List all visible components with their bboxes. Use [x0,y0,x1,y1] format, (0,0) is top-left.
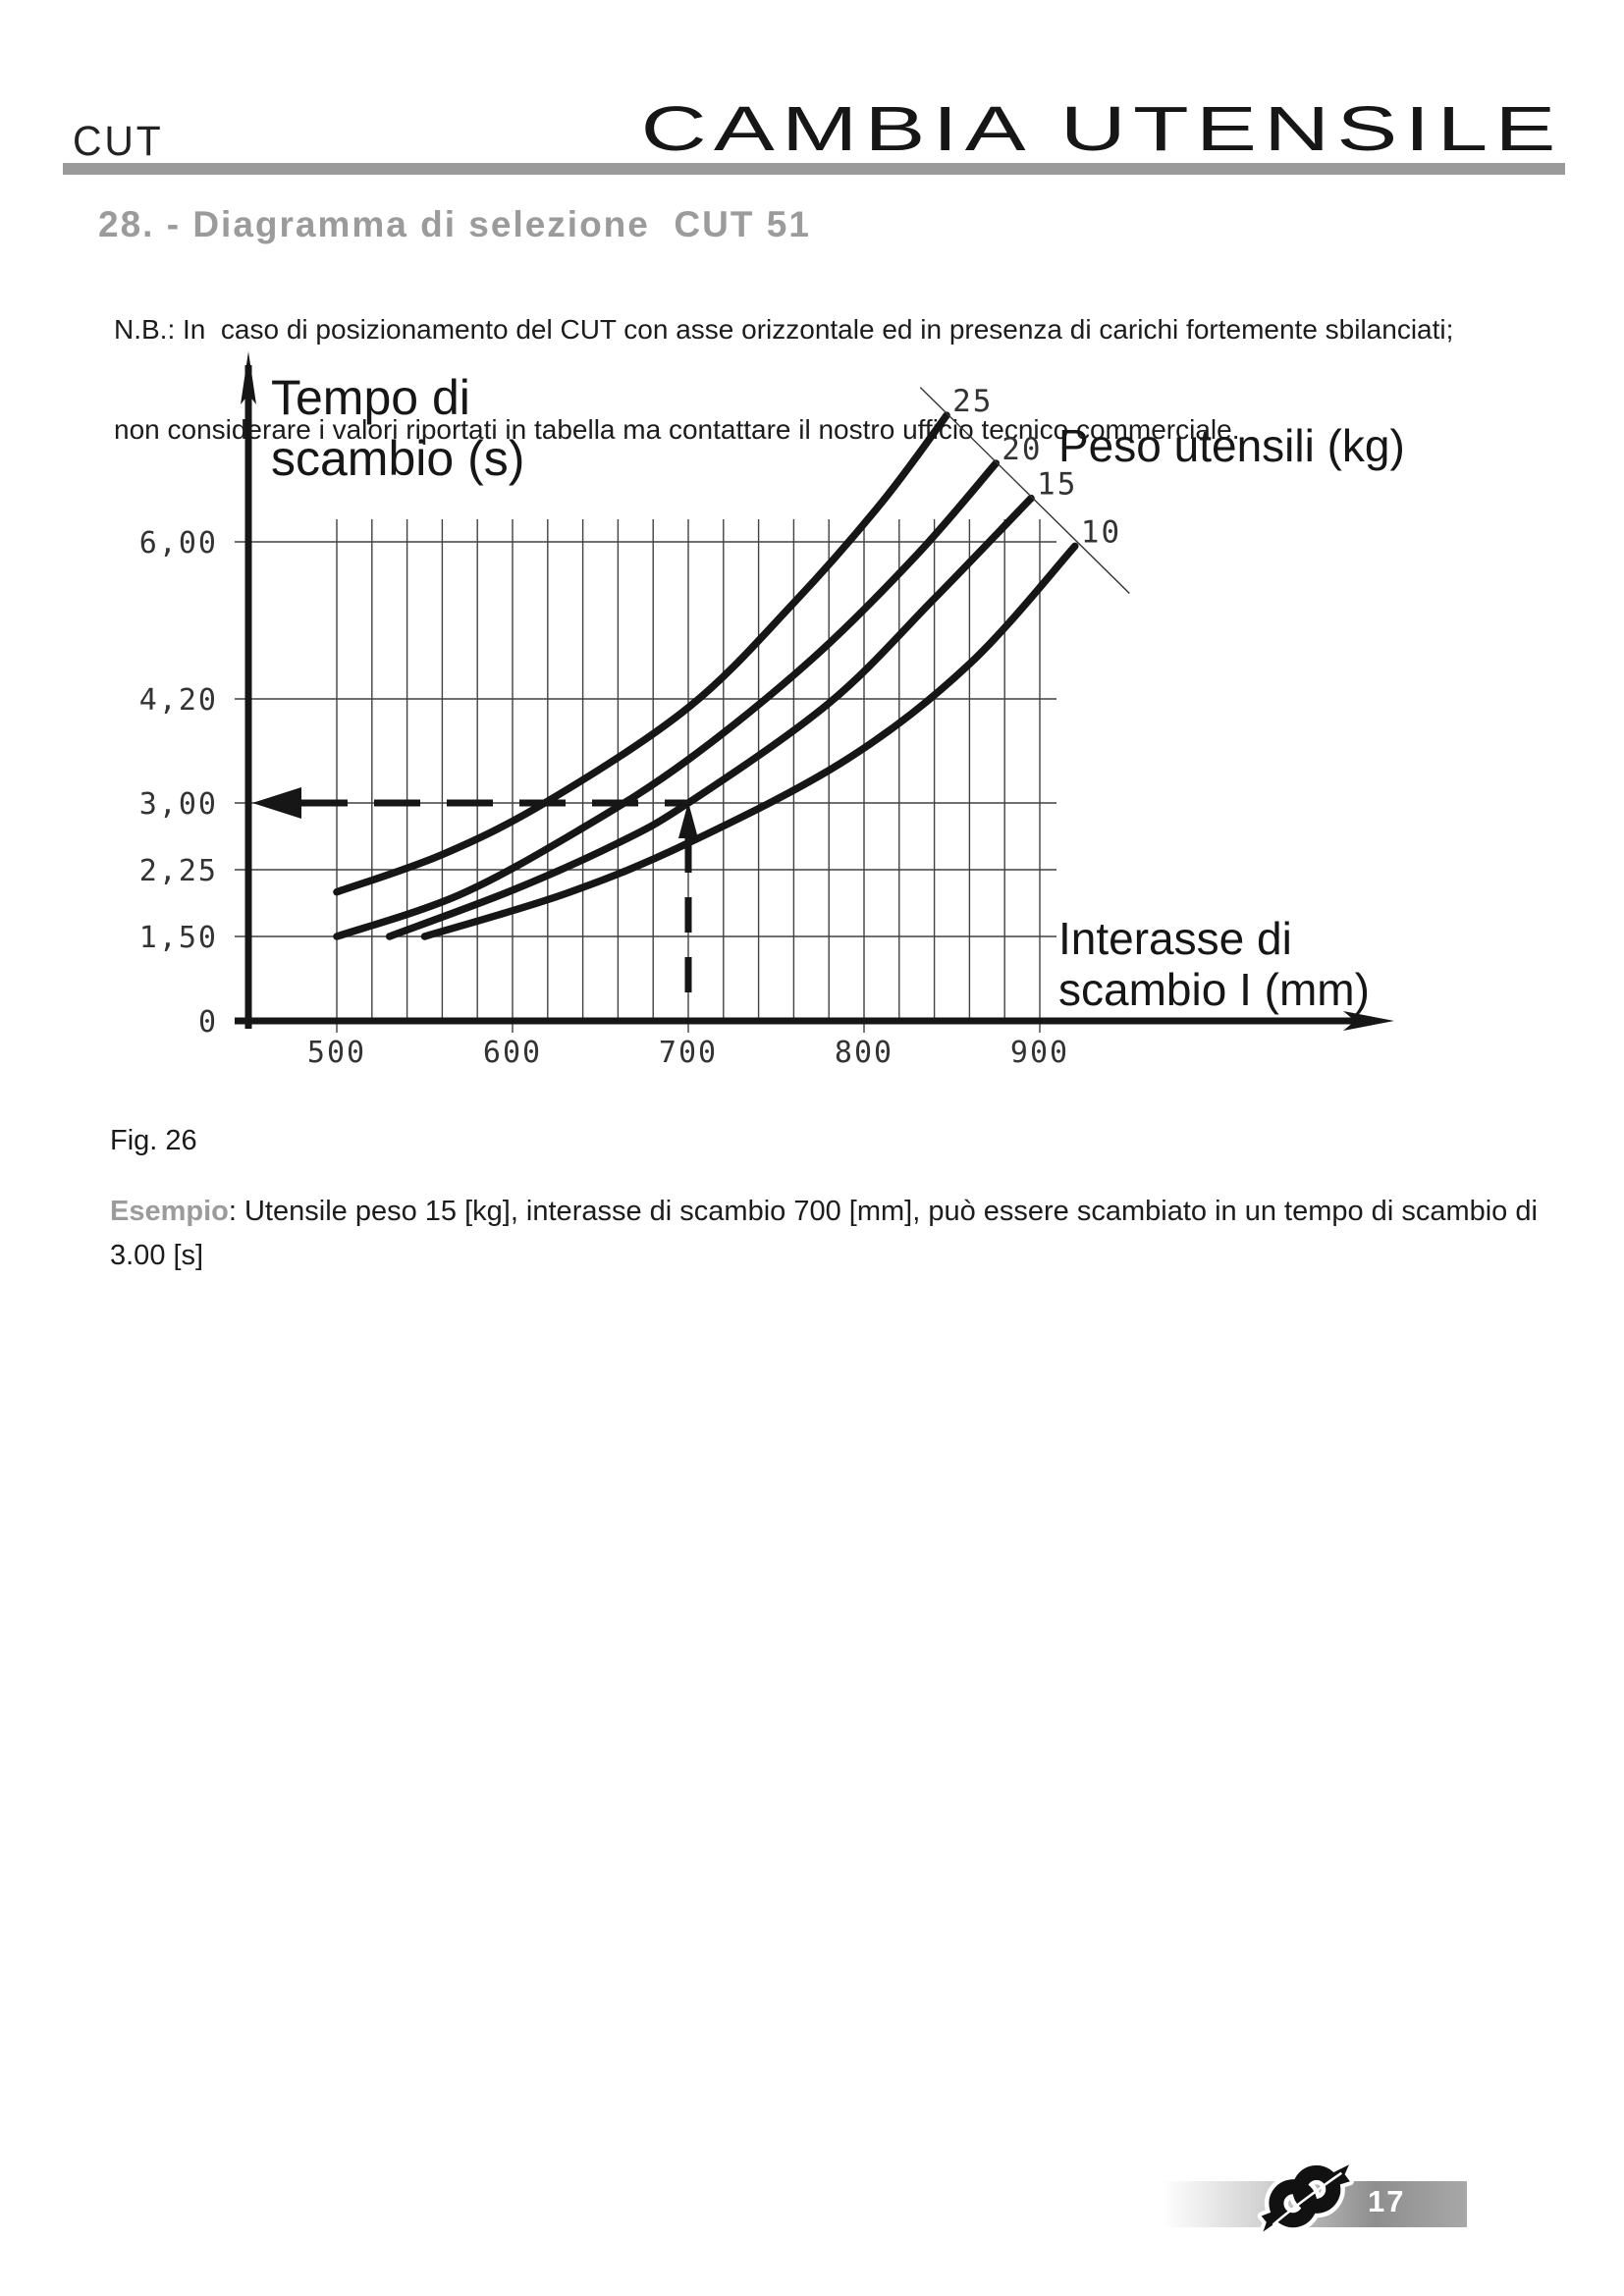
curve-10 [420,542,1079,940]
curve-label-15: 15 [1037,467,1077,503]
x-axis-arrow-icon [1343,1011,1394,1031]
curves [333,411,1079,940]
svg-text:500: 500 [307,1036,366,1070]
svg-text:800: 800 [835,1036,893,1070]
header-divider-bar [63,163,1565,175]
axes [235,351,1394,1031]
svg-text:scambio I (mm): scambio I (mm) [1058,964,1370,1015]
up-arrow-icon [678,802,698,838]
svg-text:700: 700 [659,1036,718,1070]
curve-15 [385,494,1035,940]
curve-25 [333,411,950,896]
svg-text:900: 900 [1010,1036,1069,1070]
curve-20 [333,459,1001,940]
note-paragraph: N.B.: In caso di posizionamento del CUT … [114,246,1538,513]
page-number: 17 [1368,2184,1406,2218]
figure-caption: Fig. 26 [110,1125,197,1156]
note-line-2: non considerare i valori riportati in ta… [114,414,1240,445]
curve-label-10: 10 [1081,514,1121,550]
svg-text:1,50: 1,50 [139,921,218,955]
example-line-2: 3.00 [s] [110,1240,204,1271]
example-text: : Utensile peso 15 [kg], interasse di sc… [228,1196,1538,1227]
note-line-1: N.B.: In caso di posizionamento del CUT … [114,314,1454,345]
svg-text:Interasse di: Interasse di [1058,913,1292,964]
svg-text:2,25: 2,25 [139,854,218,888]
leader-line [919,387,1130,594]
series-title: Peso utensili (kg) [1058,420,1405,471]
svg-text:scambio (s): scambio (s) [271,431,524,486]
curve-label-20: 20 [1001,432,1042,467]
product-code-label: CUT [73,118,164,165]
svg-text:600: 600 [483,1036,542,1070]
left-arrow-icon [252,787,301,819]
document-title: CAMBIA UTENSILE [640,93,1563,164]
y-axis-arrow-icon [241,351,256,404]
example-paragraph: Esempio: Utensile peso 15 [kg], interass… [110,1190,1563,1278]
y-tick-labels: 6,00 4,20 3,00 2,25 1,50 0 [139,526,218,1040]
example-line-1: Esempio: Utensile peso 15 [kg], interass… [110,1190,1563,1234]
section-title: 28. - Diagramma di selezione CUT 51 [98,204,811,244]
example-label: Esempio [110,1196,229,1227]
curve-label-25: 25 [952,384,993,419]
svg-text:6,00: 6,00 [139,526,218,561]
svg-text:0: 0 [198,1005,218,1040]
grid [235,519,1056,1033]
x-tick-labels: 500 600 700 800 900 [307,1036,1069,1070]
brand-logo-icon [1257,2161,1354,2236]
svg-text:3,00: 3,00 [139,787,218,822]
svg-text:4,20: 4,20 [139,683,218,718]
svg-text:Tempo di: Tempo di [271,370,470,425]
